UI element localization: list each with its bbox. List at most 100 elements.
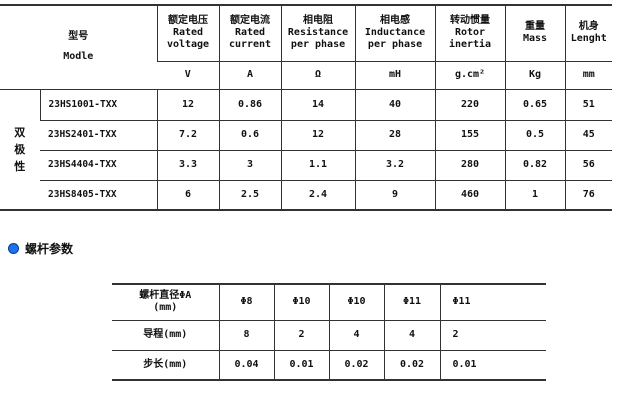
column-header: 相电感 Inductance per phase: [354, 4, 436, 61]
value-cell: 12: [156, 88, 220, 120]
value-cell: 76: [564, 179, 613, 210]
column-header: 额定电压 Rated voltage: [156, 4, 220, 61]
model-cell: 23HS4404-TXX: [40, 149, 158, 180]
column-header-text: 相电感: [380, 15, 411, 27]
unit-cell: V: [157, 60, 220, 89]
column-header-text: inertia: [448, 39, 492, 51]
value-cell: Φ11: [383, 283, 440, 320]
column-header-text: Lenght: [570, 33, 607, 45]
row-label-text: 螺杆直径ΦA: [139, 290, 192, 302]
row-label: 螺杆直径ΦA (mm): [112, 283, 219, 320]
value-cell: 3.2: [354, 149, 436, 180]
value-cell: 14: [280, 88, 356, 120]
value-cell: 3: [218, 149, 282, 180]
model-header-en: Modle: [63, 51, 94, 63]
value-cell: 9: [354, 179, 436, 210]
column-header-text: 额定电流: [230, 15, 271, 27]
value-cell: 0.02: [383, 349, 440, 380]
value-cell: 3.3: [156, 149, 220, 180]
column-header-text: Rated: [172, 27, 204, 39]
column-header-text: current: [228, 39, 272, 51]
table-row: 螺杆直径ΦA (mm) Φ8 Φ10 Φ10 Φ11 Φ11: [112, 283, 546, 320]
table-row: 23HS8405-TXX 6 2.5 2.4 9 460 1 76: [0, 179, 613, 210]
column-header-text: per phase: [367, 39, 423, 51]
value-cell: Φ8: [218, 283, 274, 320]
column-header-text: 机身: [578, 21, 599, 33]
column-header-text: Rated: [234, 27, 266, 39]
value-cell: 0.65: [504, 88, 566, 120]
value-cell: Φ10: [273, 283, 329, 320]
model-cell: 23HS2401-TXX: [40, 119, 158, 150]
value-cell: 4: [328, 319, 384, 350]
value-cell: 56: [564, 149, 613, 180]
value-cell: 0.86: [218, 88, 282, 120]
model-cell: 23HS1001-TXX: [39, 88, 158, 120]
value-cell: 6: [156, 179, 220, 210]
value-cell: 2: [273, 319, 329, 350]
column-header-text: Resistance: [287, 27, 349, 39]
row-label-text: 导程(mm): [143, 329, 188, 340]
motor-spec-table: 型号 Modle 额定电压 Rated voltage 额定电流 Rated current…: [0, 4, 613, 211]
value-cell: 45: [564, 119, 613, 150]
value-cell: 280: [434, 149, 506, 180]
unit-cell: Kg: [504, 60, 566, 89]
column-header-text: 转动惯量: [450, 15, 491, 27]
row-label-unit: (mm): [153, 302, 178, 314]
column-header: 转动惯量 Rotor inertia: [434, 4, 506, 61]
value-cell: Φ10: [328, 283, 384, 320]
column-header-text: per phase: [290, 39, 346, 51]
column-header-text: Inductance: [364, 27, 426, 39]
row-label: 步长(mm): [112, 349, 219, 380]
table-row: 步长(mm) 0.04 0.01 0.02 0.02 0.01: [112, 349, 546, 380]
value-cell: 0.5: [504, 119, 566, 150]
value-cell: 0.04: [218, 349, 274, 380]
value-cell: 0.01: [273, 349, 329, 380]
value-cell: 0.82: [504, 149, 566, 180]
column-header-text: 重量: [525, 21, 546, 33]
table-row: 导程(mm) 8 2 4 4 2: [112, 319, 546, 350]
model-cell: 23HS8405-TXX: [40, 179, 158, 210]
value-cell: 2.4: [280, 179, 356, 210]
value-cell: 0.01: [439, 349, 546, 380]
column-header-text: voltage: [166, 39, 210, 51]
value-cell: 4: [383, 319, 440, 350]
section-title: 螺杆参数: [25, 242, 74, 256]
value-cell: 40: [354, 88, 436, 120]
value-cell: 7.2: [156, 119, 220, 150]
row-label-text: 步长(mm): [143, 358, 188, 370]
model-header-cn: 型号: [68, 31, 89, 43]
group-label: 双极性: [14, 125, 26, 173]
value-cell: 8: [218, 319, 274, 350]
value-cell: 0.02: [328, 349, 384, 380]
bullet-icon: [8, 243, 19, 254]
unit-cell: A: [218, 60, 282, 89]
value-cell: 155: [434, 119, 506, 150]
value-cell: 2.5: [218, 179, 282, 210]
value-cell: 0.6: [218, 119, 282, 150]
unit-cell: Ω: [280, 60, 356, 89]
column-header: 相电阻 Resistance per phase: [280, 4, 356, 61]
column-header: 重量 Mass: [504, 4, 566, 61]
group-label-cell: 双极性: [0, 88, 40, 210]
value-cell: Φ11: [439, 283, 546, 320]
column-header-text: Mass: [522, 33, 548, 45]
value-cell: 1: [504, 179, 566, 210]
table-row: 双极性 23HS1001-TXX 12 0.86 14 40 220 0.65 51: [0, 88, 613, 210]
section-heading: 螺杆参数: [8, 240, 73, 257]
value-cell: 1.1: [280, 149, 356, 180]
value-cell: 460: [434, 179, 506, 210]
unit-cell: mH: [354, 60, 436, 89]
table-row: 23HS2401-TXX 7.2 0.6 12 28 155 0.5 45: [0, 119, 613, 150]
row-label: 导程(mm): [112, 319, 219, 350]
value-cell: 220: [434, 88, 506, 120]
value-cell: 2: [439, 319, 546, 350]
unit-cell: mm: [564, 60, 613, 89]
value-cell: 28: [354, 119, 436, 150]
value-cell: 12: [280, 119, 356, 150]
column-header-text: 相电阻: [303, 15, 334, 27]
column-header-text: Rotor: [454, 27, 486, 39]
column-header-text: 额定电压: [168, 15, 209, 27]
value-cell: 51: [564, 88, 613, 120]
table-row: 23HS4404-TXX 3.3 3 1.1 3.2 280 0.82 56: [0, 149, 613, 180]
unit-cell: g.cm²: [434, 60, 506, 89]
